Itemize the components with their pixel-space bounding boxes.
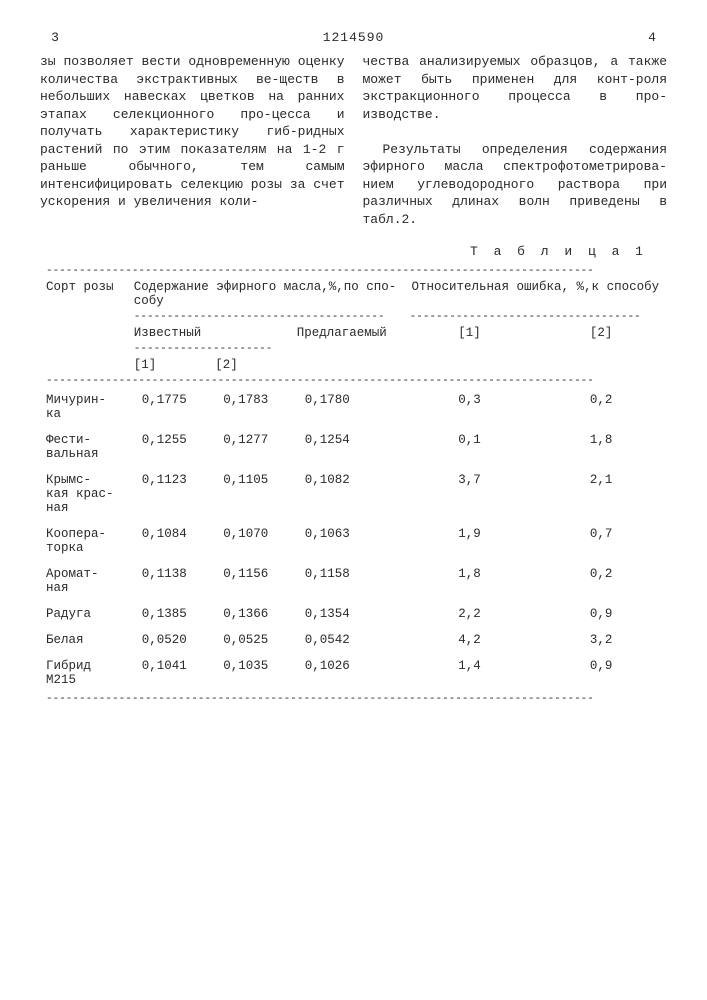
table-rule: --------------------- (128, 343, 291, 355)
cell-e1: 0,1 (404, 427, 536, 467)
table-rule: ----------------------------------------… (40, 265, 667, 277)
table-row: Аромат- ная 0,1138 0,1156 0,1158 1,8 0,2 (40, 561, 667, 601)
th-sort: Сорт розы (40, 277, 128, 355)
cell-e1: 3,7 (404, 467, 536, 521)
th-known: Известный (128, 323, 291, 343)
cell-sort: Крымс- кая крас- ная (40, 467, 128, 521)
right-paragraph-1: чества анализируемых образцов, а также м… (363, 54, 668, 122)
cell-v2: 0,1105 (209, 467, 291, 521)
cell-v2: 0,1070 (209, 521, 291, 561)
th-content-group: Содержание эфирного масла,%,по спо-собу (128, 277, 404, 311)
page-number-left: 3 (40, 30, 70, 45)
right-paragraph-2: Результаты определения содержания эфирно… (363, 141, 668, 229)
header-row: 3 1214590 4 (40, 30, 667, 45)
cell-v3: 0,1780 (291, 387, 404, 427)
cell-e1: 0,3 (404, 387, 536, 427)
cell-v1: 0,1255 (128, 427, 210, 467)
cell-v3: 0,1254 (291, 427, 404, 467)
cell-v2: 0,0525 (209, 627, 291, 653)
cell-e2: 3,2 (535, 627, 667, 653)
cell-v3: 0,1082 (291, 467, 404, 521)
cell-e2: 1,8 (535, 427, 667, 467)
cell-v1: 0,1123 (128, 467, 210, 521)
cell-e1: 1,4 (404, 653, 536, 693)
cell-e2: 0,9 (535, 601, 667, 627)
table-1-body: Мичурин- ка 0,1775 0,1783 0,1780 0,3 0,2… (40, 387, 667, 693)
cell-v2: 0,1035 (209, 653, 291, 693)
cell-v1: 0,1041 (128, 653, 210, 693)
table-row: Коопера- торка 0,1084 0,1070 0,1063 1,9 … (40, 521, 667, 561)
cell-v3: 0,1026 (291, 653, 404, 693)
cell-sort: Мичурин- ка (40, 387, 128, 427)
patent-number: 1214590 (70, 30, 637, 45)
table-row: Мичурин- ка 0,1775 0,1783 0,1780 0,3 0,2 (40, 387, 667, 427)
th-err-ref1: [1] (404, 323, 536, 343)
cell-sort: Фести- вальная (40, 427, 128, 467)
left-column: зы позволяет вести одновременную оценку … (40, 53, 345, 228)
table-rule: ----------------------------------- (404, 311, 667, 323)
cell-v3: 0,1158 (291, 561, 404, 601)
th-known-ref1: [1] (128, 355, 210, 375)
table-row: Радуга 0,1385 0,1366 0,1354 2,2 0,9 (40, 601, 667, 627)
cell-v2: 0,1277 (209, 427, 291, 467)
table-row: Фести- вальная 0,1255 0,1277 0,1254 0,1 … (40, 427, 667, 467)
cell-v2: 0,1783 (209, 387, 291, 427)
table-rule: -------------------------------------- (128, 311, 404, 323)
cell-e2: 2,1 (535, 467, 667, 521)
th-err-ref2: [2] (535, 323, 667, 343)
page-number-right: 4 (637, 30, 667, 45)
cell-v1: 0,1084 (128, 521, 210, 561)
cell-e1: 1,8 (404, 561, 536, 601)
table-rule: ----------------------------------------… (40, 375, 667, 387)
th-known-ref2: [2] (209, 355, 291, 375)
cell-e1: 2,2 (404, 601, 536, 627)
cell-sort: Аромат- ная (40, 561, 128, 601)
page: 3 1214590 4 зы позволяет вести одновреме… (0, 0, 707, 1000)
cell-v3: 0,1063 (291, 521, 404, 561)
cell-v1: 0,1775 (128, 387, 210, 427)
cell-e1: 1,9 (404, 521, 536, 561)
left-paragraph: зы позволяет вести одновременную оценку … (40, 54, 345, 209)
text-columns: зы позволяет вести одновременную оценку … (40, 53, 667, 228)
cell-sort: Белая (40, 627, 128, 653)
cell-sort: Радуга (40, 601, 128, 627)
table-1-label: Т а б л и ц а 1 (40, 244, 647, 259)
cell-v1: 0,0520 (128, 627, 210, 653)
cell-sort: Коопера- торка (40, 521, 128, 561)
cell-v1: 0,1138 (128, 561, 210, 601)
cell-e2: 0,2 (535, 387, 667, 427)
right-column: чества анализируемых образцов, а также м… (363, 53, 668, 228)
th-error-group: Относительная ошибка, %,к способу (404, 277, 667, 311)
cell-e1: 4,2 (404, 627, 536, 653)
cell-e2: 0,2 (535, 561, 667, 601)
table-rule: ----------------------------------------… (40, 693, 667, 705)
table-row: Крымс- кая крас- ная 0,1123 0,1105 0,108… (40, 467, 667, 521)
cell-e2: 0,7 (535, 521, 667, 561)
cell-v2: 0,1366 (209, 601, 291, 627)
table-1: ----------------------------------------… (40, 265, 667, 705)
th-proposed: Предлагаемый (291, 323, 404, 343)
cell-v1: 0,1385 (128, 601, 210, 627)
cell-v2: 0,1156 (209, 561, 291, 601)
cell-e2: 0,9 (535, 653, 667, 693)
cell-sort: Гибрид М215 (40, 653, 128, 693)
cell-v3: 0,0542 (291, 627, 404, 653)
table-row: Гибрид М215 0,1041 0,1035 0,1026 1,4 0,9 (40, 653, 667, 693)
table-row: Белая 0,0520 0,0525 0,0542 4,2 3,2 (40, 627, 667, 653)
cell-v3: 0,1354 (291, 601, 404, 627)
